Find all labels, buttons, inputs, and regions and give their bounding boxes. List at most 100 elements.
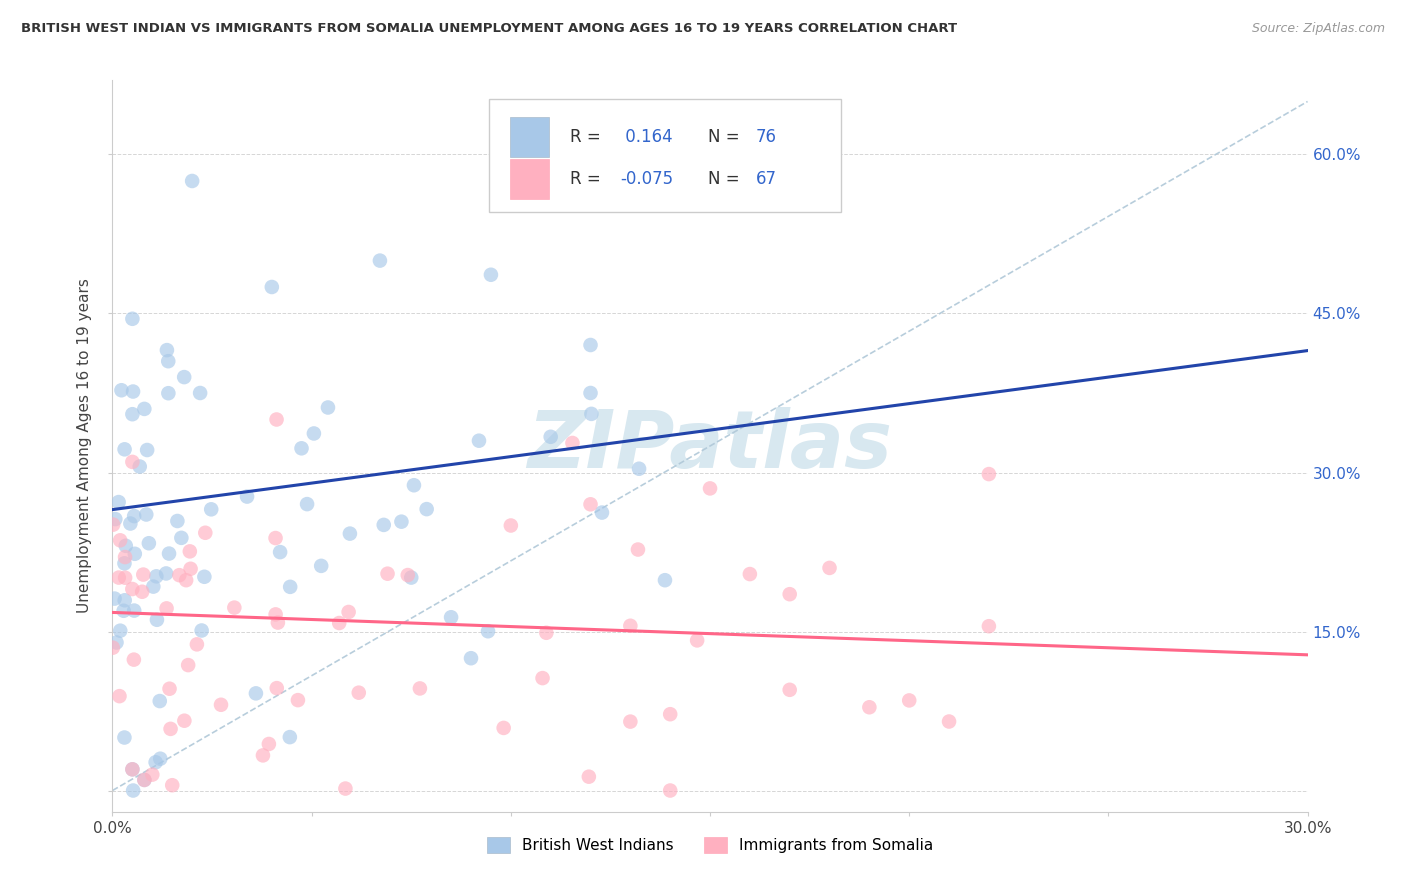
Point — [699, 482, 721, 496]
Point — [114, 731, 135, 745]
Point — [170, 531, 193, 545]
Point — [479, 268, 502, 282]
Text: R =: R = — [571, 128, 606, 146]
Text: Source: ZipAtlas.com: Source: ZipAtlas.com — [1251, 22, 1385, 36]
Text: 0.164: 0.164 — [620, 128, 673, 146]
Point — [134, 401, 156, 416]
Point — [149, 694, 172, 708]
Point — [236, 490, 259, 504]
Point — [134, 772, 156, 787]
Point — [477, 624, 499, 639]
Bar — [510, 117, 548, 157]
Point — [114, 549, 136, 564]
Point — [190, 624, 212, 638]
Point — [738, 567, 761, 582]
Point — [114, 593, 136, 607]
Point — [368, 253, 391, 268]
Point — [122, 604, 145, 618]
Point — [157, 386, 180, 401]
Point — [149, 752, 172, 766]
Point — [492, 721, 515, 735]
Point — [155, 601, 177, 615]
Point — [124, 547, 146, 561]
Point — [264, 531, 287, 545]
Point — [179, 544, 201, 558]
Point — [266, 412, 288, 426]
Point — [121, 582, 143, 596]
Point — [468, 434, 491, 448]
Point — [266, 681, 288, 695]
Text: N =: N = — [707, 128, 745, 146]
Point — [101, 640, 124, 655]
Point — [145, 756, 167, 770]
Point — [122, 384, 145, 399]
Point — [316, 401, 339, 415]
Point — [561, 436, 583, 450]
Point — [186, 637, 208, 651]
Point — [396, 568, 419, 582]
Text: N =: N = — [707, 169, 745, 187]
Point — [128, 459, 150, 474]
Point — [245, 686, 267, 700]
Point — [531, 671, 554, 685]
Point — [977, 467, 1000, 481]
Point — [122, 783, 145, 797]
Point — [169, 568, 191, 582]
Point — [108, 533, 131, 548]
Point — [177, 658, 200, 673]
Point — [142, 580, 165, 594]
Point — [136, 442, 159, 457]
Point — [654, 573, 676, 587]
Point — [141, 767, 163, 781]
Point — [686, 633, 709, 648]
Point — [110, 384, 132, 398]
Point — [103, 591, 125, 606]
Point — [132, 567, 155, 582]
Point — [145, 569, 167, 583]
Point — [309, 558, 332, 573]
Point — [107, 571, 129, 585]
Point — [181, 174, 204, 188]
Point — [157, 547, 180, 561]
Point — [302, 426, 325, 441]
Point — [401, 571, 423, 585]
Point — [121, 455, 143, 469]
Point — [252, 748, 274, 763]
Point — [112, 604, 135, 618]
Point — [224, 600, 246, 615]
Point — [540, 430, 562, 444]
Point — [122, 509, 145, 524]
Point — [138, 536, 160, 550]
Point — [581, 407, 603, 421]
Point — [114, 557, 136, 571]
Point — [269, 545, 291, 559]
Point — [858, 700, 880, 714]
Point — [114, 571, 136, 585]
Point — [938, 714, 960, 729]
Point — [188, 386, 211, 401]
Point — [659, 783, 682, 797]
Point — [977, 619, 1000, 633]
Point — [114, 539, 136, 553]
Point — [121, 762, 143, 776]
Point — [104, 512, 127, 526]
Point — [460, 651, 482, 665]
Point — [287, 693, 309, 707]
Point — [174, 573, 197, 587]
FancyBboxPatch shape — [489, 99, 842, 212]
Text: ZIPatlas: ZIPatlas — [527, 407, 893, 485]
Point — [173, 714, 195, 728]
Point — [159, 681, 181, 696]
Point — [264, 607, 287, 622]
Point — [134, 772, 156, 787]
Text: BRITISH WEST INDIAN VS IMMIGRANTS FROM SOMALIA UNEMPLOYMENT AMONG AGES 16 TO 19 : BRITISH WEST INDIAN VS IMMIGRANTS FROM S… — [21, 22, 957, 36]
Y-axis label: Unemployment Among Ages 16 to 19 years: Unemployment Among Ages 16 to 19 years — [77, 278, 93, 614]
Point — [619, 619, 641, 633]
Point — [779, 587, 801, 601]
Point — [260, 280, 283, 294]
Point — [391, 515, 413, 529]
Point — [898, 693, 921, 707]
Point — [415, 502, 437, 516]
Point — [578, 770, 600, 784]
Point — [579, 338, 602, 352]
